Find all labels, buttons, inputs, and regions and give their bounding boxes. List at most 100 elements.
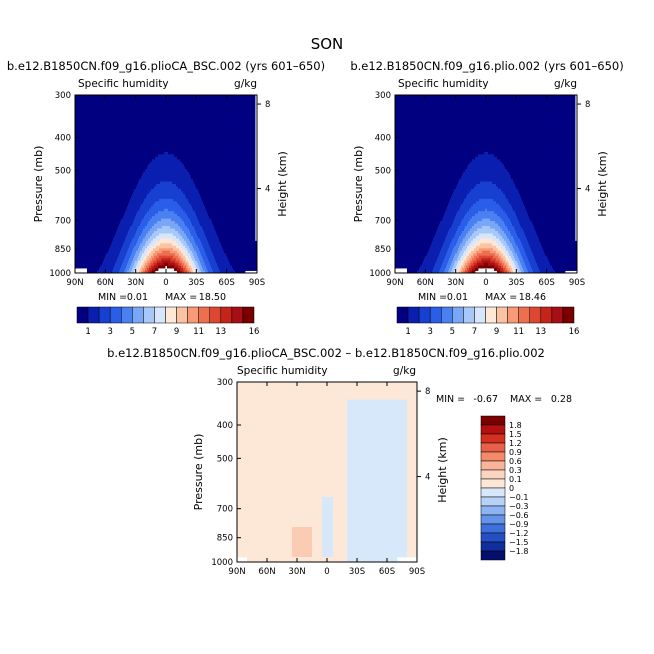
contour-fill — [401, 422, 403, 425]
contour-fill — [365, 407, 367, 410]
contour-fill — [412, 414, 414, 418]
contour-fill — [262, 384, 264, 388]
contour-fill — [348, 419, 350, 423]
contour-fill — [241, 394, 243, 398]
contour-fill — [315, 387, 317, 390]
contour-fill — [334, 409, 336, 413]
contour-fill — [381, 397, 383, 400]
contour-fill — [324, 409, 326, 413]
contour-fill — [314, 414, 316, 418]
contour-fill — [382, 394, 384, 398]
contour-fill — [199, 221, 213, 224]
contour-fill — [301, 412, 303, 415]
contour-fill — [526, 265, 532, 269]
contour-fill — [390, 427, 392, 430]
contour-fill — [471, 240, 477, 244]
contour-fill — [247, 382, 249, 385]
contour-fill — [384, 419, 386, 423]
contour-fill — [395, 166, 468, 170]
contour-fill — [355, 404, 357, 408]
contour-fill — [363, 417, 365, 420]
contour-fill — [186, 253, 191, 257]
contour-fill — [379, 394, 381, 398]
contour-fill — [332, 392, 334, 395]
contour-fill — [297, 417, 299, 420]
contour-fill — [269, 422, 271, 425]
contour-fill — [132, 238, 139, 242]
contour-fill — [187, 270, 190, 274]
contour-fill — [509, 258, 513, 262]
contour-fill — [272, 397, 274, 400]
contour-fill — [468, 270, 471, 274]
contour-fill — [302, 429, 304, 433]
contour-fill — [300, 397, 302, 400]
contour-fill — [242, 382, 244, 385]
contour-fill — [338, 404, 340, 408]
contour-fill — [383, 382, 385, 385]
contour-fill — [395, 176, 462, 180]
contour-fill — [140, 268, 143, 271]
contour-fill — [402, 397, 404, 400]
contour-fill — [366, 424, 368, 428]
contour-fill — [399, 382, 401, 385]
contour-fill — [281, 392, 283, 395]
contour-fill — [250, 387, 252, 390]
contour-fill — [316, 392, 318, 395]
contour-fill — [281, 412, 283, 415]
contour-fill — [293, 392, 295, 395]
contour-fill — [275, 399, 277, 403]
contour-fill — [353, 404, 355, 408]
contour-fill — [519, 265, 523, 269]
contour-fill — [257, 407, 259, 410]
contour-fill — [247, 402, 249, 405]
contour-fill — [313, 417, 315, 420]
contour-fill — [298, 389, 300, 393]
contour-fill — [370, 394, 372, 398]
contour-fill — [259, 397, 261, 400]
contour-fill — [456, 265, 460, 269]
contour-fill — [408, 382, 410, 385]
contour-fill — [190, 240, 196, 244]
contour-fill — [359, 394, 361, 398]
contour-fill — [270, 409, 272, 413]
contour-fill — [279, 429, 281, 433]
contour-fill — [488, 263, 496, 266]
contour-fill — [394, 399, 396, 403]
contour-fill — [464, 250, 469, 254]
contour-fill — [237, 387, 239, 390]
contour-fill — [468, 250, 472, 254]
contour-fill — [187, 169, 256, 173]
contour-fill — [392, 424, 394, 428]
contour-fill — [404, 409, 406, 413]
contour-fill — [332, 427, 334, 430]
contour-fill — [493, 233, 501, 237]
contour-fill — [455, 268, 459, 271]
contour-fill — [358, 384, 360, 388]
contour-fill — [345, 404, 347, 408]
contour-fill — [457, 240, 463, 244]
contour-fill — [314, 407, 316, 410]
contour-fill — [351, 412, 353, 415]
contour-fill — [519, 248, 525, 252]
contour-fill — [260, 387, 262, 390]
contour-fill — [310, 417, 312, 420]
contour-fill — [265, 432, 267, 435]
contour-fill — [371, 394, 373, 398]
contour-fill — [330, 412, 332, 415]
contour-fill — [241, 419, 243, 423]
contour-fill — [381, 387, 383, 390]
contour-fill — [498, 186, 517, 190]
contour-fill — [264, 389, 266, 393]
contour-fill — [189, 263, 193, 266]
contour-fill — [356, 397, 358, 400]
contour-fill — [185, 255, 189, 259]
contour-fill — [367, 409, 369, 413]
contour-fill — [268, 429, 270, 433]
contour-fill — [389, 419, 391, 423]
contour-fill — [381, 427, 383, 430]
contour-fill — [286, 427, 288, 430]
contour-fill — [200, 193, 256, 197]
y-tick-label: 850 — [55, 245, 71, 255]
contour-fill — [196, 270, 199, 274]
contour-fill — [378, 427, 380, 430]
